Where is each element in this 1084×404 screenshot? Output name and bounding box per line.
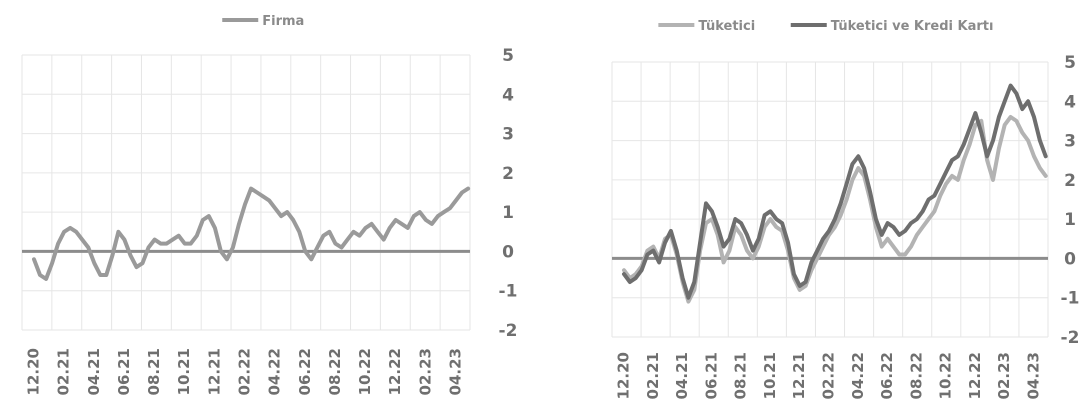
x-tick-label: 12.21 bbox=[205, 348, 223, 395]
x-tick-label: 02.22 bbox=[820, 352, 838, 399]
y-tick-label: -1 bbox=[499, 282, 518, 302]
x-tick-label: 04.22 bbox=[266, 348, 284, 395]
x-tick-label: 06.22 bbox=[296, 348, 314, 395]
x-tick-label: 02.23 bbox=[995, 352, 1013, 399]
y-tick-label: 0 bbox=[1064, 249, 1076, 269]
y-tick-label: 5 bbox=[502, 46, 514, 66]
gridlines bbox=[611, 61, 1049, 338]
y-tick-label: 4 bbox=[1064, 92, 1076, 112]
x-tick-label: 02.21 bbox=[644, 352, 662, 399]
x-tick-label: 04.21 bbox=[673, 352, 691, 399]
y-tick-label: 2 bbox=[502, 164, 514, 184]
x-tick-label: 06.21 bbox=[115, 348, 133, 395]
y-tick-label: -2 bbox=[499, 321, 518, 341]
legend-label: Tüketici ve Kredi Kartı bbox=[831, 19, 994, 34]
firma-chart: -2 -1 0 1 2 3 4 5 12.20 02.21 04.21 06.21 08.21 10.21… bbox=[21, 14, 518, 395]
x-tick-label: 08.22 bbox=[907, 352, 925, 399]
x-tick-label: 06.22 bbox=[878, 352, 896, 399]
x-tick-label: 04.21 bbox=[85, 348, 103, 395]
series-line-tuketici bbox=[622, 115, 1048, 304]
legend: Firma bbox=[222, 14, 304, 29]
x-tick-label: 12.22 bbox=[966, 352, 984, 399]
y-tick-label: 3 bbox=[502, 125, 514, 145]
y-tick-label: 0 bbox=[502, 242, 514, 262]
x-tick-label: 04.23 bbox=[447, 348, 465, 395]
x-tick-label: 04.23 bbox=[1025, 352, 1043, 399]
y-tick-label: -1 bbox=[1061, 289, 1080, 309]
series-line-tuketici-ve-kredi-karti bbox=[622, 83, 1048, 300]
legend-label: Tüketici bbox=[698, 19, 755, 34]
y-tick-label: 1 bbox=[502, 203, 514, 223]
x-tick-label: 10.21 bbox=[761, 352, 779, 399]
x-tick-label: 08.21 bbox=[145, 348, 163, 395]
y-tick-label: 3 bbox=[1064, 132, 1076, 152]
y-tick-label: 1 bbox=[1064, 210, 1076, 230]
series-line-firma bbox=[32, 186, 471, 281]
x-tick-label: 08.21 bbox=[732, 352, 750, 399]
y-tick-label: -2 bbox=[1061, 328, 1080, 348]
tuketici-chart: -2 -1 0 1 2 3 4 5 12.20 02.21 04.21 06.21 08.21 10.21… bbox=[611, 19, 1080, 399]
x-tick-label: 10.22 bbox=[356, 348, 374, 395]
gridlines bbox=[21, 54, 471, 331]
x-tick-label: 02.22 bbox=[236, 348, 254, 395]
x-tick-label: 10.21 bbox=[175, 348, 193, 395]
legend-label: Firma bbox=[262, 14, 304, 29]
x-tick-label: 12.21 bbox=[790, 352, 808, 399]
legend: Tüketici Tüketici ve Kredi Kartı bbox=[658, 19, 993, 34]
x-tick-label: 12.20 bbox=[615, 352, 633, 399]
x-tick-label: 02.21 bbox=[55, 348, 73, 395]
y-tick-label: 5 bbox=[1064, 53, 1076, 73]
x-tick-label: 10.22 bbox=[937, 352, 955, 399]
y-tick-label: 4 bbox=[502, 85, 514, 105]
x-tick-label: 04.22 bbox=[849, 352, 867, 399]
x-tick-label: 02.23 bbox=[416, 348, 434, 395]
x-tick-label: 12.22 bbox=[386, 348, 404, 395]
y-tick-label: 2 bbox=[1064, 171, 1076, 191]
x-tick-label: 08.22 bbox=[326, 348, 344, 395]
x-tick-label: 12.20 bbox=[25, 348, 43, 395]
x-tick-label: 06.21 bbox=[702, 352, 720, 399]
